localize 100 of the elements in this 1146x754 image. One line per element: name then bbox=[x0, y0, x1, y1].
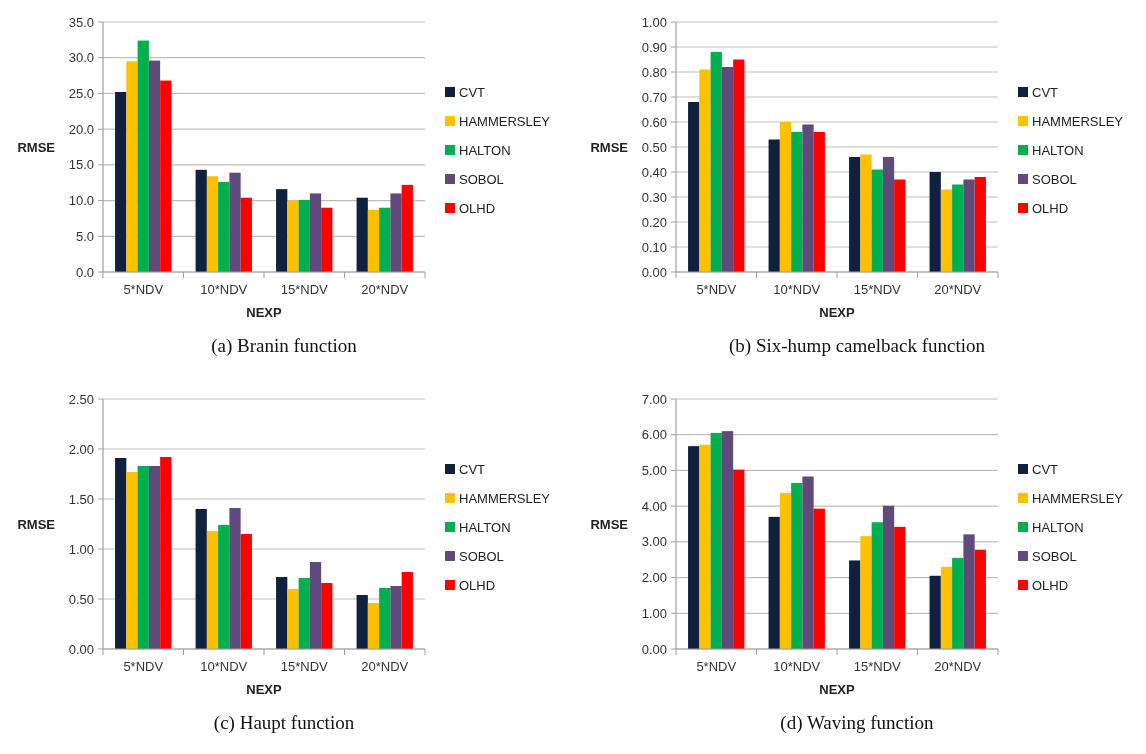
bar bbox=[791, 482, 803, 649]
y-tick-label: 2.00 bbox=[641, 570, 667, 586]
bar bbox=[710, 432, 722, 649]
bar bbox=[309, 193, 322, 272]
x-tick-label: 5*NDV bbox=[696, 282, 737, 297]
y-tick-label: 0.50 bbox=[641, 139, 667, 155]
bar bbox=[379, 588, 391, 649]
legend-label: HALTON bbox=[1032, 519, 1084, 535]
bar bbox=[390, 586, 402, 649]
bar bbox=[813, 132, 825, 272]
legend-label: SOBOL bbox=[1032, 171, 1077, 187]
bar bbox=[321, 207, 333, 272]
bar bbox=[367, 603, 380, 649]
bar bbox=[963, 179, 975, 272]
legend-label: OLHD bbox=[459, 577, 496, 593]
bar bbox=[309, 562, 322, 649]
y-tick-label: 1.00 bbox=[68, 541, 94, 557]
y-tick-label: 1.00 bbox=[641, 605, 667, 621]
legend-label: CVT bbox=[459, 84, 486, 100]
y-tick-label: 0.20 bbox=[641, 214, 667, 230]
y-tick-label: 0.50 bbox=[68, 591, 94, 607]
y-axis-title: RMSE bbox=[590, 516, 629, 532]
bar bbox=[229, 172, 241, 272]
bar bbox=[791, 132, 803, 272]
bar bbox=[779, 122, 792, 272]
bar bbox=[768, 139, 780, 272]
y-tick-label: 0.70 bbox=[641, 89, 667, 105]
bar bbox=[952, 557, 964, 649]
text: (d) Waving function bbox=[780, 712, 935, 734]
y-tick-label: 20.0 bbox=[68, 121, 94, 137]
bar bbox=[929, 575, 941, 649]
bar bbox=[218, 525, 230, 649]
bar bbox=[699, 69, 711, 272]
x-axis-title: NEXP bbox=[819, 305, 856, 320]
text: (c) Haupt function bbox=[213, 712, 355, 734]
x-axis-title: NEXP bbox=[246, 305, 283, 320]
bar bbox=[802, 476, 814, 649]
y-tick-label: 4.00 bbox=[641, 498, 667, 514]
y-tick-label: 1.50 bbox=[68, 491, 94, 507]
bar bbox=[940, 189, 953, 272]
y-tick-label: 0.00 bbox=[641, 264, 667, 280]
legend-label: CVT bbox=[1032, 84, 1059, 100]
bar bbox=[699, 444, 711, 649]
bar bbox=[137, 466, 149, 649]
bar bbox=[974, 549, 986, 649]
y-tick-label: 0.00 bbox=[641, 641, 667, 657]
y-tick-label: 2.00 bbox=[68, 441, 94, 457]
bar bbox=[974, 177, 986, 272]
bar bbox=[115, 458, 127, 649]
bar bbox=[768, 516, 780, 649]
legend-label: HAMMERSLEY bbox=[1032, 113, 1124, 129]
bar bbox=[733, 59, 745, 272]
y-tick-label: 6.00 bbox=[641, 427, 667, 443]
bar bbox=[802, 124, 814, 272]
y-tick-label: 0.60 bbox=[641, 114, 667, 130]
bar bbox=[710, 52, 722, 272]
y-tick-label: 30.0 bbox=[68, 50, 94, 66]
legend-label: OLHD bbox=[1032, 577, 1069, 593]
legend-label: OLHD bbox=[459, 200, 496, 216]
y-tick-label: 0.0 bbox=[75, 264, 94, 280]
x-tick-label: 20*NDV bbox=[361, 659, 409, 674]
y-tick-label: 5.0 bbox=[75, 228, 94, 244]
y-tick-label: 0.90 bbox=[641, 39, 667, 55]
bar bbox=[813, 508, 825, 649]
bar bbox=[195, 509, 207, 649]
bar bbox=[356, 197, 368, 272]
bar bbox=[379, 207, 391, 272]
bar bbox=[298, 199, 310, 272]
x-tick-label: 10*NDV bbox=[773, 282, 821, 297]
x-tick-label: 10*NDV bbox=[200, 282, 248, 297]
y-tick-label: 0.10 bbox=[641, 239, 667, 255]
legend-label: HALTON bbox=[459, 519, 511, 535]
x-tick-label: 5*NDV bbox=[123, 659, 164, 674]
bar bbox=[276, 577, 288, 649]
y-tick-label: 35.0 bbox=[68, 14, 94, 30]
y-axis-title: RMSE bbox=[590, 139, 629, 155]
x-axis-title: NEXP bbox=[246, 682, 283, 697]
legend-label: SOBOL bbox=[459, 548, 504, 564]
x-tick-label: 20*NDV bbox=[934, 282, 982, 297]
y-tick-label: 5.00 bbox=[641, 462, 667, 478]
bar bbox=[721, 431, 734, 649]
bar bbox=[276, 189, 288, 272]
bar bbox=[240, 534, 252, 649]
bar bbox=[849, 157, 861, 272]
bar bbox=[940, 566, 953, 649]
x-tick-label: 5*NDV bbox=[123, 282, 164, 297]
legend-label: SOBOL bbox=[459, 171, 504, 187]
y-tick-label: 0.80 bbox=[641, 64, 667, 80]
legend-label: HAMMERSLEY bbox=[459, 490, 551, 506]
bar bbox=[367, 209, 380, 272]
y-tick-label: 15.0 bbox=[68, 157, 94, 173]
x-tick-label: 15*NDV bbox=[853, 282, 902, 297]
bar bbox=[401, 184, 413, 272]
bar bbox=[240, 197, 252, 272]
legend-label: CVT bbox=[459, 461, 486, 477]
bar bbox=[721, 67, 734, 272]
bar bbox=[401, 572, 413, 649]
bar bbox=[206, 176, 219, 272]
bar bbox=[206, 531, 219, 649]
bar bbox=[688, 102, 700, 272]
